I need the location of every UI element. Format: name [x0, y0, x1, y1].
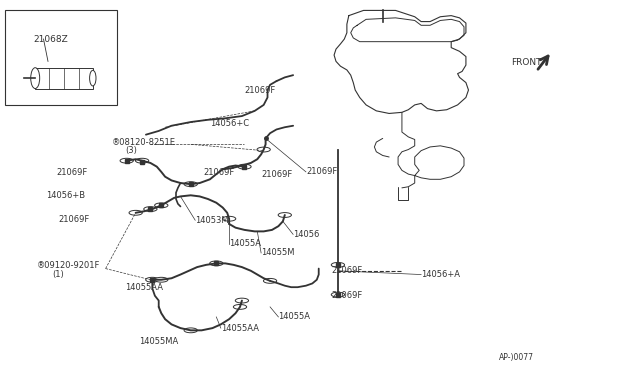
- Text: 14056+B: 14056+B: [46, 191, 85, 200]
- Ellipse shape: [332, 263, 344, 267]
- Text: ®08120-8251E: ®08120-8251E: [112, 138, 176, 147]
- Text: 14055A: 14055A: [278, 312, 310, 321]
- Ellipse shape: [257, 147, 270, 152]
- Ellipse shape: [264, 278, 276, 283]
- Ellipse shape: [155, 277, 168, 282]
- Text: 21069F: 21069F: [204, 169, 235, 177]
- Text: 14055AA: 14055AA: [125, 283, 163, 292]
- Ellipse shape: [236, 298, 248, 303]
- Ellipse shape: [234, 304, 246, 310]
- Text: 14055M: 14055M: [261, 248, 294, 257]
- Text: 14056+A: 14056+A: [421, 270, 460, 279]
- Text: 14055MA: 14055MA: [140, 337, 179, 346]
- Text: 21069F: 21069F: [56, 169, 88, 177]
- Ellipse shape: [155, 203, 168, 208]
- Ellipse shape: [210, 261, 223, 266]
- Text: 21069F: 21069F: [244, 86, 276, 94]
- Ellipse shape: [144, 206, 157, 211]
- Ellipse shape: [238, 164, 251, 169]
- Ellipse shape: [184, 182, 197, 186]
- Text: ®09120-9201F: ®09120-9201F: [37, 262, 100, 270]
- Text: 21069F: 21069F: [59, 215, 90, 224]
- Ellipse shape: [90, 70, 96, 86]
- Ellipse shape: [278, 212, 291, 217]
- Text: 21068Z: 21068Z: [33, 35, 68, 44]
- Text: 14055A: 14055A: [229, 239, 261, 248]
- Text: 14053M: 14053M: [195, 216, 229, 225]
- Text: 14056+C: 14056+C: [210, 119, 249, 128]
- Ellipse shape: [146, 277, 159, 282]
- Text: 21069F: 21069F: [261, 170, 292, 179]
- Text: 14055AA: 14055AA: [221, 324, 259, 333]
- Ellipse shape: [332, 292, 344, 297]
- Ellipse shape: [129, 210, 142, 215]
- Ellipse shape: [120, 158, 133, 163]
- Ellipse shape: [136, 158, 148, 163]
- Ellipse shape: [31, 68, 40, 89]
- Text: AP-)0077: AP-)0077: [499, 353, 534, 362]
- Text: 21069F: 21069F: [306, 167, 337, 176]
- Text: (3): (3): [125, 146, 137, 155]
- Text: FRONT: FRONT: [511, 58, 541, 67]
- Bar: [35, 68, 93, 89]
- Ellipse shape: [223, 216, 236, 221]
- Bar: [5, 10, 117, 105]
- Text: 21069F: 21069F: [332, 266, 363, 275]
- Text: (1): (1): [52, 270, 64, 279]
- Text: 14056: 14056: [293, 230, 319, 239]
- Text: 21069F: 21069F: [332, 291, 363, 300]
- Ellipse shape: [184, 328, 197, 333]
